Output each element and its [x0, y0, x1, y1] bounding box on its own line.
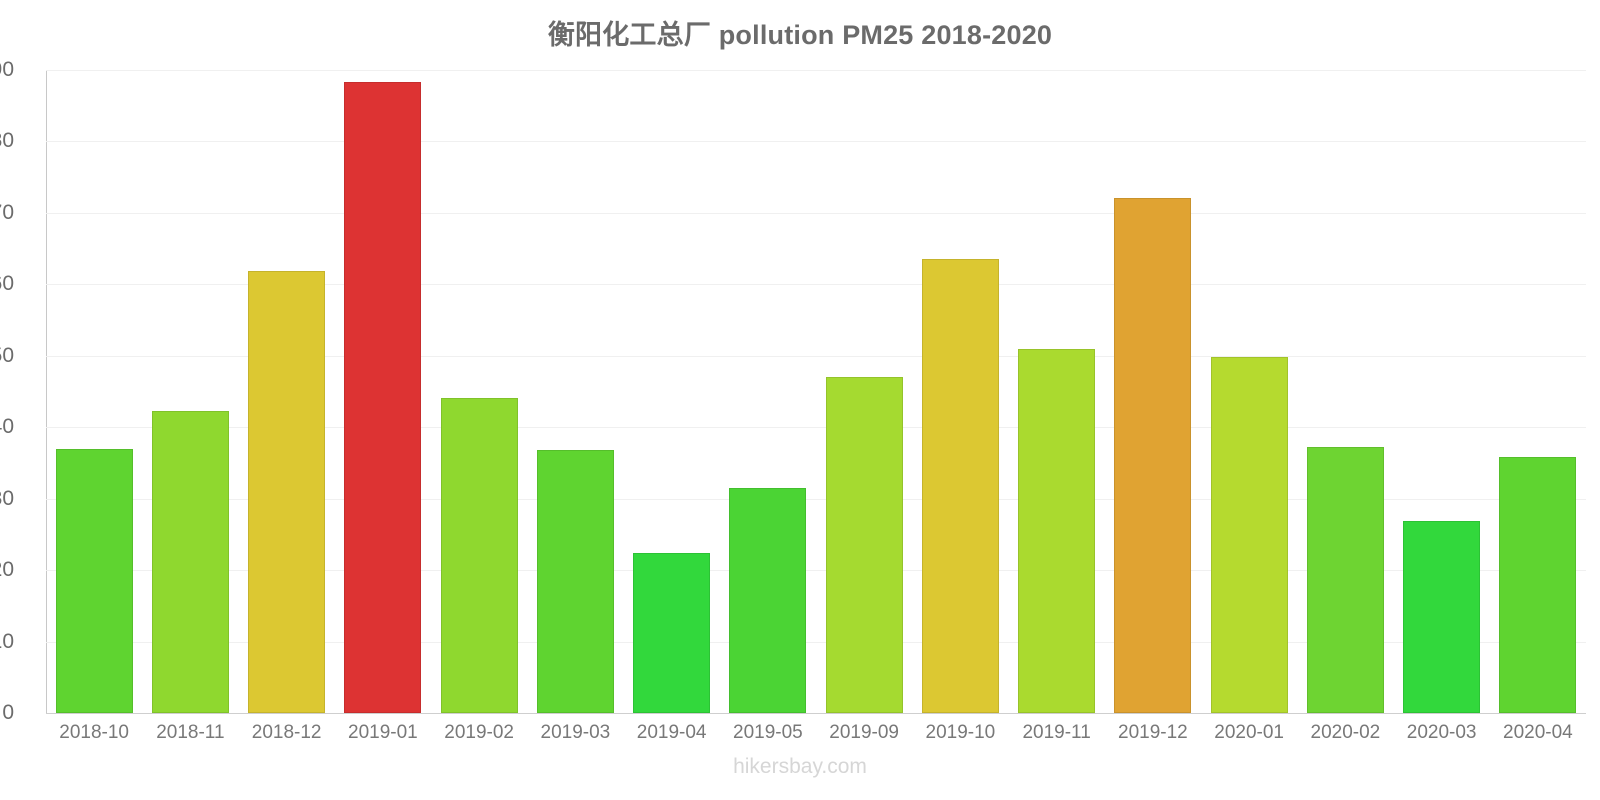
- x-tick-label: 2019-10: [925, 722, 996, 743]
- bar-group[interactable]: [1114, 70, 1192, 713]
- bar[interactable]: [1018, 348, 1096, 713]
- gridline-90: [46, 70, 1586, 71]
- x-tick-label: 2019-01: [348, 722, 418, 743]
- bar[interactable]: [55, 448, 133, 713]
- y-tick-label: 80: [0, 129, 14, 153]
- x-tick-label: 2019-12: [1118, 722, 1188, 743]
- bar-group[interactable]: [1403, 70, 1481, 713]
- gridline-30: [46, 498, 1586, 500]
- bar-group[interactable]: [536, 70, 614, 713]
- gridline-80: [46, 141, 1586, 143]
- x-tick-label: 2019-09: [829, 722, 899, 743]
- bar[interactable]: [151, 410, 229, 713]
- plot-area: 0 10 20 30 40 50 60 70 80 90: [0, 58, 1586, 724]
- bar-group[interactable]: [344, 70, 422, 713]
- x-tick-label: 2019-04: [636, 722, 707, 743]
- x-tick-label: 2018-10: [59, 722, 129, 743]
- y-tick-label: 0: [2, 701, 14, 724]
- y-tick-label: 60: [0, 272, 14, 296]
- y-tick-label: 10: [0, 629, 14, 653]
- bar-group[interactable]: [55, 70, 133, 713]
- bar-group[interactable]: [248, 70, 326, 713]
- bar[interactable]: [1114, 197, 1192, 713]
- bar-group[interactable]: [1210, 70, 1288, 713]
- bar[interactable]: [248, 271, 326, 713]
- y-tick-label: 90: [0, 58, 14, 81]
- x-tick-label: 2020-01: [1214, 722, 1284, 743]
- x-tick-label: 2019-05: [733, 722, 803, 743]
- bar-group[interactable]: [633, 70, 711, 713]
- y-tick-label: 70: [0, 200, 14, 224]
- x-tick-label: 2020-02: [1310, 722, 1381, 743]
- gridline-20: [46, 570, 1586, 572]
- x-tick-label: 2020-03: [1406, 722, 1477, 743]
- bar[interactable]: [536, 450, 614, 713]
- y-tick-label: 50: [0, 343, 14, 367]
- x-tick-label: 2019-11: [1022, 722, 1091, 743]
- gridline-10: [46, 641, 1586, 643]
- bar-group[interactable]: [729, 70, 807, 713]
- x-tick-label: 2020-04: [1503, 722, 1573, 743]
- bar-group[interactable]: [440, 70, 518, 713]
- bar-group[interactable]: [825, 70, 903, 713]
- bar[interactable]: [825, 377, 903, 713]
- bar[interactable]: [440, 397, 518, 713]
- gridline-40: [46, 427, 1586, 429]
- bar-group[interactable]: [921, 70, 999, 713]
- gridline-70: [46, 212, 1586, 214]
- bar-group[interactable]: [1499, 70, 1577, 713]
- gridline-60: [46, 284, 1586, 286]
- bar[interactable]: [921, 258, 999, 713]
- bar[interactable]: [729, 487, 807, 713]
- y-axis-line: [46, 70, 47, 714]
- chart-title: 衡阳化工总厂 pollution PM25 2018-2020: [547, 20, 1053, 50]
- bar[interactable]: [1306, 447, 1384, 713]
- y-tick-label: 20: [0, 558, 14, 582]
- y-tick-label: 30: [0, 486, 14, 510]
- gridline-0: [46, 713, 1586, 714]
- x-tick-label: 2019-02: [444, 722, 514, 743]
- gridline-50: [46, 355, 1586, 357]
- x-tick-label: 2018-11: [156, 722, 225, 743]
- bar-group[interactable]: [1306, 70, 1384, 713]
- bar-group[interactable]: [151, 70, 229, 713]
- x-tick-label: 2018-12: [251, 722, 322, 743]
- bar[interactable]: [1210, 357, 1288, 713]
- bar[interactable]: [1403, 520, 1481, 713]
- bar[interactable]: [633, 552, 711, 713]
- bar-group[interactable]: [1018, 70, 1096, 713]
- bars-layer: [46, 70, 1586, 713]
- bar[interactable]: [344, 82, 422, 713]
- bar[interactable]: [1499, 457, 1577, 713]
- y-tick-label: 40: [0, 415, 14, 439]
- footer-credit: hikersbay.com: [733, 755, 867, 778]
- x-tick-label: 2019-03: [540, 722, 611, 743]
